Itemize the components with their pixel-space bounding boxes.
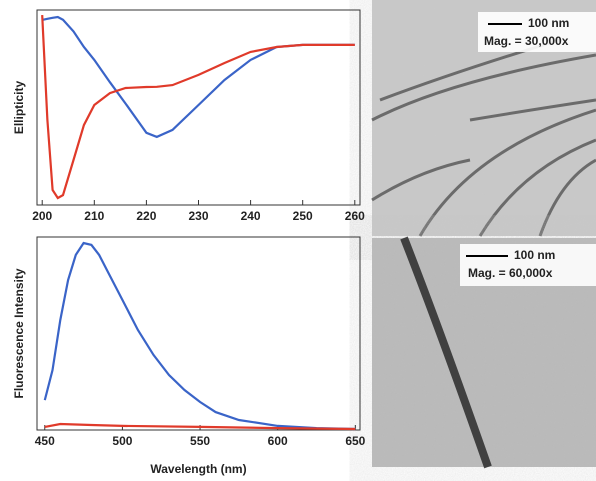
y-axis-label: Fluorescence Intensity bbox=[12, 268, 26, 398]
x-tick-label: 650 bbox=[345, 434, 365, 448]
y-axis-label: Ellipticity bbox=[12, 81, 26, 135]
data-line bbox=[42, 15, 355, 198]
x-tick-label: 240 bbox=[241, 209, 261, 223]
x-tick-label: 500 bbox=[112, 434, 132, 448]
x-axis-label: Wavelength (nm) bbox=[150, 462, 246, 476]
data-line bbox=[45, 243, 356, 429]
figure: 100 nm Mag. = 30,000x 100 nm Mag. = 60,0… bbox=[0, 0, 596, 481]
x-tick-label: 230 bbox=[188, 209, 208, 223]
x-tick-label: 200 bbox=[32, 209, 52, 223]
page: {"chart_data":[ {"type":"line","y_label"… bbox=[0, 0, 596, 481]
x-tick-label: 210 bbox=[84, 209, 104, 223]
micrograph-bottom: 100 nm Mag. = 60,000x bbox=[372, 238, 596, 467]
magnification-label: Mag. = 30,000x bbox=[484, 34, 569, 48]
plot-frame bbox=[37, 10, 360, 205]
x-tick-label: 550 bbox=[190, 434, 210, 448]
scale-bar-label: 100 nm bbox=[514, 248, 555, 262]
x-tick-label: 260 bbox=[345, 209, 365, 223]
x-tick-label: 220 bbox=[136, 209, 156, 223]
data-line bbox=[42, 17, 355, 137]
x-tick-label: 450 bbox=[35, 434, 55, 448]
micrograph-top: 100 nm Mag. = 30,000x bbox=[372, 0, 596, 236]
magnification-label: Mag. = 60,000x bbox=[468, 266, 553, 280]
x-tick-label: 600 bbox=[268, 434, 288, 448]
scale-bar-label: 100 nm bbox=[528, 16, 569, 30]
x-tick-label: 250 bbox=[293, 209, 313, 223]
